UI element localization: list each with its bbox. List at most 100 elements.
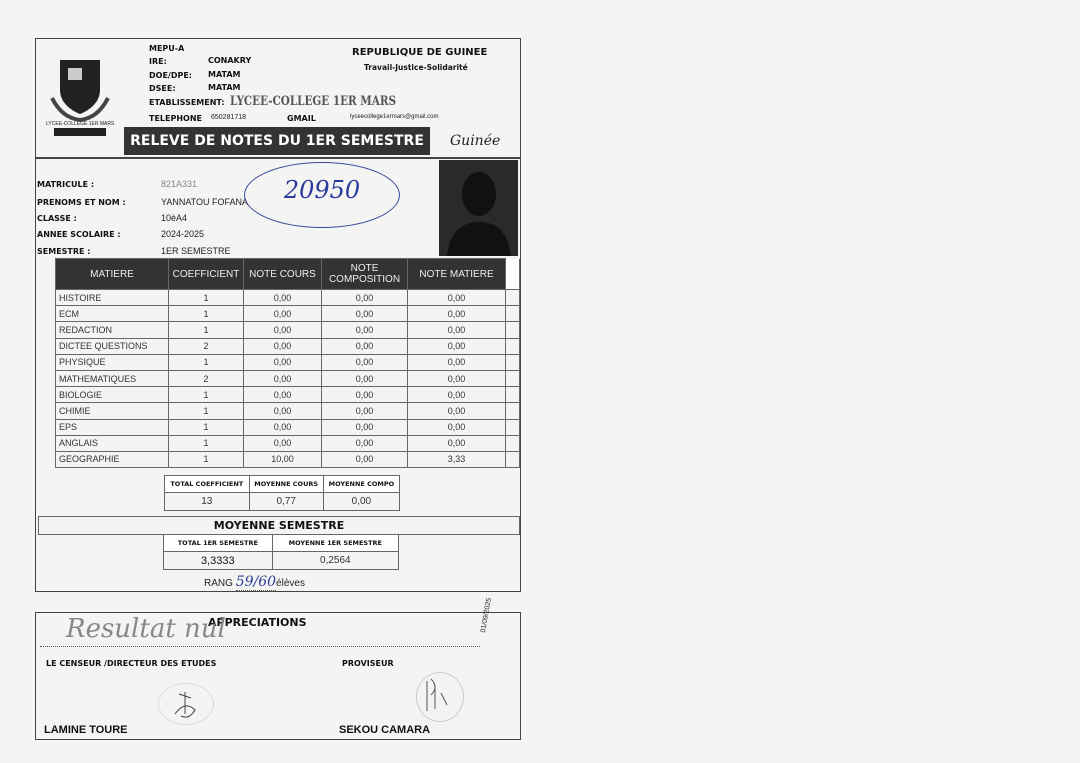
empty-cell — [505, 353, 520, 371]
cell-matiere: REDACTION — [55, 321, 169, 339]
logo-text: LYCEE-COLLEGE 1ER MARS — [46, 121, 115, 127]
cell-matiere: DICTEE QUESTIONS — [55, 337, 169, 355]
cell-coefficient: 1 — [168, 434, 244, 452]
table-header-row: MATIERE COEFFICIENT NOTE COURS NOTE COMP… — [55, 258, 520, 290]
tel-label: TELEPHONE — [149, 114, 203, 123]
cell-matiere: ANGLAIS — [55, 434, 169, 452]
cell-coefficient: 1 — [168, 402, 244, 420]
cell-note-cours: 0,00 — [243, 369, 322, 388]
cell-matiere: HISTOIRE — [55, 288, 169, 307]
cell-matiere: GEOGRAPHIE — [55, 450, 169, 469]
body-box — [35, 158, 521, 592]
handwritten-appreciation: Resultat nul — [66, 614, 226, 644]
header-note-composition: NOTE COMPOSITION — [321, 258, 408, 290]
cell-coefficient: 1 — [168, 353, 244, 371]
table-row: MATHEMATIQUES 2 0,00 0,00 0,00 — [55, 369, 520, 388]
grades-table: MATIERE COEFFICIENT NOTE COURS NOTE COMP… — [55, 258, 520, 469]
header-note-cours: NOTE COURS — [243, 258, 322, 290]
cell-coefficient: 1 — [168, 418, 244, 436]
matricule-label: MATRICULE : — [37, 180, 95, 189]
cell-note-cours: 0,00 — [243, 353, 322, 371]
empty-cell — [505, 305, 520, 323]
motto: Travail-Justice-Solidarité — [364, 63, 468, 72]
annee-label: ANNEE SCOLAIRE : — [37, 230, 121, 239]
moyenne-compo-header: MOYENNE COMPO — [322, 475, 401, 493]
cell-note-matiere: 0,00 — [407, 353, 506, 371]
dsee: MATAM — [208, 83, 241, 92]
cell-note-matiere: 0,00 — [407, 321, 506, 339]
total-coef: 13 — [164, 492, 250, 511]
table-row: BIOLOGIE 1 0,00 0,00 0,00 — [55, 386, 520, 404]
cell-coefficient: 1 — [168, 305, 244, 323]
censeur-label: LE CENSEUR /DIRECTEUR DES ETUDES — [46, 659, 217, 668]
rang-label: RANG — [204, 578, 233, 589]
doe-label: DOE/DPE: — [149, 71, 192, 80]
empty-cell — [505, 321, 520, 339]
cell-note-cours: 0,00 — [243, 434, 322, 452]
moyenne-semestre-title: MOYENNE SEMESTRE — [38, 516, 520, 535]
cell-coefficient: 2 — [168, 369, 244, 388]
classe: 10èA4 — [161, 213, 188, 223]
moyenne-cours-header: MOYENNE COURS — [248, 475, 324, 493]
header-matiere: MATIERE — [55, 258, 169, 290]
proviseur-signature — [416, 672, 464, 722]
cell-note-composition: 0,00 — [321, 353, 408, 371]
dsee-label: DSEE: — [149, 84, 176, 93]
cell-note-composition: 0,00 — [321, 434, 408, 452]
gmail: lyceecollege1ermars@gmail.com — [350, 114, 439, 120]
cell-coefficient: 1 — [168, 386, 244, 404]
appreciations-box — [35, 612, 521, 740]
cell-note-composition: 0,00 — [321, 321, 408, 339]
nom-label: PRENOMS ET NOM : — [37, 198, 126, 207]
empty-cell — [505, 402, 520, 420]
cell-matiere: PHYSIQUE — [55, 353, 169, 371]
table-row: ECM 1 0,00 0,00 0,00 — [55, 305, 520, 323]
cell-matiere: CHIMIE — [55, 402, 169, 420]
empty-cell — [505, 434, 520, 452]
semestre-label: SEMESTRE : — [37, 247, 91, 256]
cell-note-cours: 0,00 — [243, 337, 322, 355]
totals-table: TOTAL COEFFICIENT MOYENNE COURS MOYENNE CO… — [164, 475, 401, 511]
cell-note-matiere: 3,33 — [407, 450, 506, 469]
school-logo — [48, 58, 112, 140]
proviseur-name: SEKOU CAMARA — [339, 724, 431, 736]
censeur-name: LAMINE TOURE — [44, 724, 128, 736]
cell-note-matiere: 0,00 — [407, 369, 506, 388]
cell-note-cours: 0,00 — [243, 402, 322, 420]
cell-note-composition: 0,00 — [321, 402, 408, 420]
handwritten-number: 20950 — [244, 162, 400, 228]
cell-note-cours: 0,00 — [243, 321, 322, 339]
doe: MATAM — [208, 70, 241, 79]
nom: YANNATOU FOFANA — [161, 197, 249, 207]
total-semestre-header: TOTAL 1ER SEMESTRE — [163, 534, 273, 552]
header-box — [35, 38, 521, 158]
total-coef-header: TOTAL COEFFICIENT — [164, 475, 250, 493]
cell-note-cours: 0,00 — [243, 305, 322, 323]
cell-note-matiere: 0,00 — [407, 402, 506, 420]
cell-coefficient: 1 — [168, 288, 244, 307]
empty-cell — [505, 386, 520, 404]
cell-note-composition: 0,00 — [321, 369, 408, 388]
cell-note-composition: 0,00 — [321, 418, 408, 436]
empty-cell — [505, 450, 520, 469]
empty-cell — [505, 418, 520, 436]
cell-note-matiere: 0,00 — [407, 305, 506, 323]
table-row: GEOGRAPHIE 1 10,00 0,00 3,33 — [55, 450, 520, 469]
appreciations-title: APPRECIATIONS — [208, 616, 307, 629]
cell-note-composition: 0,00 — [321, 337, 408, 355]
cell-matiere: BIOLOGIE — [55, 386, 169, 404]
eleves-label: élèves — [276, 578, 305, 589]
matricule: 821A331 — [161, 179, 198, 189]
table-row: ANGLAIS 1 0,00 0,00 0,00 — [55, 434, 520, 452]
table-row: PHYSIQUE 1 0,00 0,00 0,00 — [55, 353, 520, 371]
annee: 2024-2025 — [161, 229, 205, 239]
table-row: HISTOIRE 1 0,00 0,00 0,00 — [55, 288, 520, 307]
classe-label: CLASSE : — [37, 214, 77, 223]
header-note-matiere: NOTE MATIERE — [407, 258, 506, 290]
cell-note-cours: 10,00 — [243, 450, 322, 469]
gmail-label: GMAIL — [287, 114, 316, 123]
cell-note-matiere: 0,00 — [407, 288, 506, 307]
cell-note-matiere: 0,00 — [407, 386, 506, 404]
etablissement: LYCEE-COLLEGE 1ER MARS — [230, 94, 397, 109]
cell-note-composition: 0,00 — [321, 288, 408, 307]
